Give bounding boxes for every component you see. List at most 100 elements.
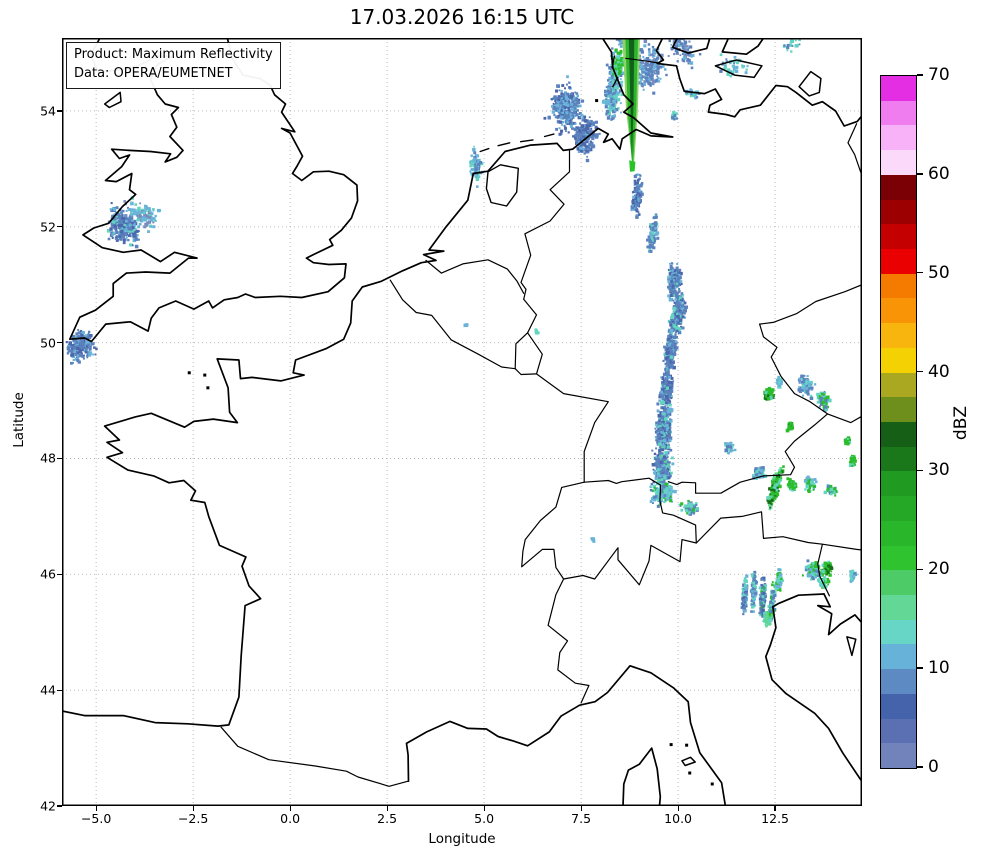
map-boundary-line — [523, 298, 609, 483]
map-boundary-line — [519, 139, 534, 143]
radar-echo-speckles — [65, 38, 858, 628]
x-tick-label: 7.5 — [571, 811, 592, 826]
colorbar-band — [881, 248, 916, 274]
map-boundary-line — [764, 593, 862, 783]
map-boundary-line — [479, 147, 490, 153]
colorbar-band — [881, 742, 916, 768]
x-tick-mark — [289, 806, 291, 811]
map-boundary-line — [846, 636, 857, 657]
colorbar-tick-mark — [917, 469, 923, 472]
map-plot-area: Product: Maximum Reflectivity Data: OPER… — [62, 38, 862, 806]
x-tick-label: −2.5 — [177, 811, 209, 826]
colorbar-band — [881, 569, 916, 595]
y-tick-label: 50 — [40, 335, 56, 351]
colorbar-band — [881, 347, 916, 373]
colorbar-band — [881, 372, 916, 398]
map-boundary-line — [68, 38, 359, 343]
colorbar-band — [881, 668, 916, 694]
map-boundary-line — [622, 747, 662, 806]
radar-echo-core — [629, 160, 636, 172]
colorbar-band — [881, 594, 916, 620]
map-boundary-line — [485, 164, 519, 207]
map-boundary-line — [425, 259, 525, 294]
colorbar-band — [881, 124, 916, 151]
plot-frame — [62, 38, 862, 806]
colorbar-tick-label: 70 — [928, 65, 950, 85]
colorbar-band — [881, 520, 916, 546]
colorbar-tick-mark — [917, 370, 923, 373]
map-boundary-line — [816, 593, 862, 636]
y-tick-mark — [57, 805, 62, 807]
colorbar-tick-label: 10 — [928, 658, 950, 679]
colorbar-tick-label: 30 — [928, 460, 950, 481]
x-tick-label: 2.5 — [377, 811, 398, 826]
y-tick-mark — [57, 110, 62, 112]
x-tick-label: 12.5 — [761, 811, 790, 826]
radar-echo-core — [628, 38, 635, 161]
small-island-dot — [685, 743, 689, 747]
colorbar-band — [881, 100, 916, 126]
x-tick-mark — [95, 806, 97, 811]
colorbar-tick-label: 0 — [928, 757, 939, 777]
map-boundary-line — [497, 142, 511, 147]
map-boundary-line — [514, 332, 538, 376]
colorbar-tick-mark — [917, 766, 923, 768]
colorbar-band — [881, 273, 916, 299]
y-tick-mark — [57, 573, 62, 575]
map-boundary-line — [612, 76, 619, 88]
colorbar-tick-mark — [917, 667, 923, 669]
map-boundary-line — [817, 543, 830, 597]
small-island-dot — [710, 782, 714, 786]
map-boundary-line — [798, 70, 822, 97]
colorbar-band — [881, 470, 916, 497]
small-island-dot — [669, 743, 673, 747]
colorbar-band — [881, 495, 916, 521]
y-tick-label: 46 — [40, 566, 56, 582]
x-tick-mark — [774, 806, 776, 811]
y-tick-label: 52 — [40, 219, 56, 235]
colorbar-tick-mark — [917, 74, 923, 76]
colorbar-band — [881, 545, 916, 571]
x-tick-mark — [483, 806, 485, 811]
colorbar-label: dBZ — [951, 405, 971, 441]
map-boundary-line — [759, 284, 862, 325]
colorbar-tick-mark — [917, 272, 923, 274]
colorbar-band — [881, 223, 916, 249]
x-tick-mark — [386, 806, 388, 811]
map-boundary-line — [671, 38, 711, 54]
y-tick-label: 44 — [40, 682, 56, 698]
map-boundary-line — [695, 511, 862, 551]
colorbar-band — [881, 149, 916, 175]
x-tick-label: −5.0 — [80, 811, 112, 826]
map-boundary-line — [655, 38, 862, 127]
map-boundary-line — [543, 133, 555, 138]
colorbar-band — [881, 421, 916, 447]
colorbar-band — [881, 297, 916, 324]
x-tick-mark — [192, 806, 194, 811]
y-tick-label: 54 — [40, 103, 56, 119]
colorbar-band — [881, 446, 916, 472]
colorbar-band — [881, 643, 916, 670]
x-tick-label: 10.0 — [664, 811, 693, 826]
x-tick-mark — [580, 806, 582, 811]
map-canvas — [62, 38, 862, 806]
colorbar-band — [881, 322, 916, 348]
small-island-dot — [595, 99, 599, 103]
small-island-dot — [203, 373, 207, 377]
colorbar-tick-label: 40 — [928, 361, 950, 382]
y-tick-mark — [57, 342, 62, 344]
x-tick-mark — [677, 806, 679, 811]
small-island-dot — [688, 771, 692, 775]
map-boundary-line — [847, 123, 862, 177]
map-boundary-line — [721, 38, 765, 56]
map-boundary-line — [714, 59, 763, 79]
colorbar — [880, 75, 917, 769]
colorbar-tick-mark — [917, 173, 923, 175]
y-tick-mark — [57, 226, 62, 228]
colorbar-tick-mark — [917, 568, 923, 570]
x-tick-label: 0.0 — [280, 811, 301, 826]
y-tick-mark — [57, 689, 62, 691]
colorbar-band — [881, 75, 916, 101]
y-tick-mark — [57, 457, 62, 460]
